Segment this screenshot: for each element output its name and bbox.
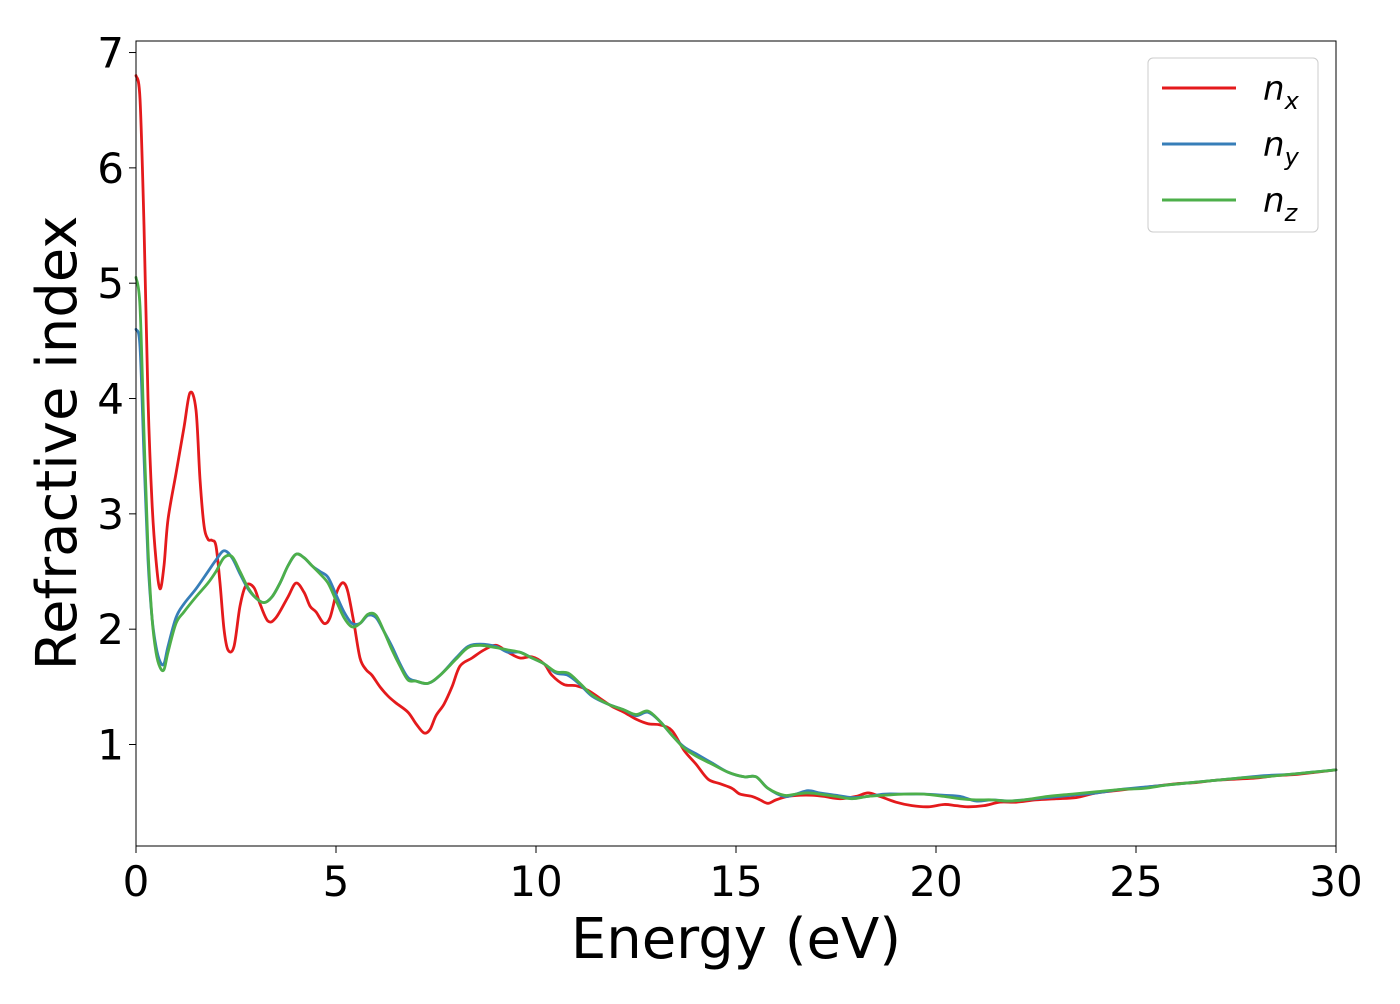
- y-tick-label: 3: [97, 490, 124, 539]
- series-line-z: [134, 276, 1338, 803]
- y-tick-label: 5: [97, 259, 124, 308]
- legend-label-z: nz: [1263, 181, 1299, 227]
- legend: nx ny nz: [1147, 57, 1319, 233]
- axes: 0 5 10 15 20 25 30 1 2 3 4 5 6 7: [97, 29, 1362, 906]
- series-lines: [134, 74, 1338, 809]
- x-axis-label: Energy (eV): [571, 907, 901, 972]
- legend-label-x: nx: [1263, 69, 1300, 115]
- y-tick-label: 1: [97, 721, 124, 770]
- x-tick-label: 30: [1309, 857, 1362, 906]
- x-tick-label: 5: [323, 857, 350, 906]
- y-tick-label: 7: [97, 29, 124, 78]
- x-tick-label: 25: [1109, 857, 1162, 906]
- x-tick-label: 20: [909, 857, 962, 906]
- y-tick-label: 6: [97, 144, 124, 193]
- x-tick-label: 0: [123, 857, 150, 906]
- y-tick-label: 4: [97, 375, 124, 424]
- x-tick-label: 15: [709, 857, 762, 906]
- y-tick-label: 2: [97, 605, 124, 654]
- x-tick-label: 10: [509, 857, 562, 906]
- series-line-y: [134, 327, 1338, 803]
- y-axis-label: Refractive index: [25, 216, 90, 671]
- legend-label-y: ny: [1263, 125, 1300, 171]
